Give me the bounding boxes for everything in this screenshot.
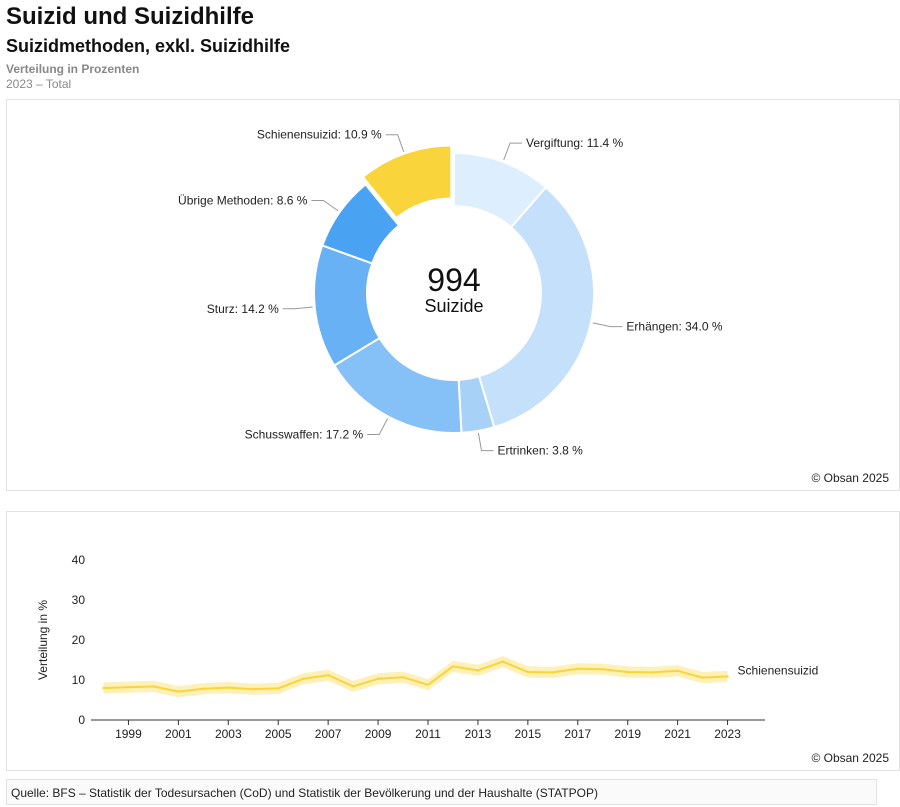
series-band-0 (103, 656, 728, 698)
series-point-0-7[interactable] (277, 687, 280, 690)
series-point-0-23[interactable] (676, 669, 679, 672)
series-line-0[interactable] (103, 660, 728, 693)
donut-leader-1 (592, 322, 623, 328)
x-tick-label-8: 2015 (515, 727, 542, 741)
series-point-0-11[interactable] (376, 677, 380, 680)
donut-label-5: Übrige Methoden: 8.6 % (178, 193, 308, 207)
donut-label-0: Vergiftung: 11.4 % (526, 136, 624, 150)
donut-slice-6[interactable] (361, 144, 453, 220)
y-tick-label-4: 40 (72, 553, 86, 567)
measure-label: Verteilung in Prozenten (6, 62, 140, 76)
y-axis-label: Verteilung in % (36, 600, 50, 680)
credit-donut: © Obsan 2025 (811, 471, 889, 485)
series-point-0-6[interactable] (252, 688, 255, 691)
line-chart: 0 10 20 30 40 Verteilung in % 1999 2001 2003 2005… (36, 553, 819, 741)
series-point-0-3[interactable] (177, 690, 180, 693)
x-tick-label-2: 2003 (215, 727, 242, 741)
donut-slice-1[interactable] (477, 185, 595, 429)
x-tick-label-10: 2019 (614, 727, 641, 741)
donut-label-1: Erhängen: 34.0 % (626, 320, 722, 334)
donut-label-2: Ertrinken: 3.8 % (497, 444, 583, 458)
y-tick-label-3: 30 (72, 593, 86, 607)
y-tick-label-2: 20 (72, 633, 86, 647)
page-title: Suizid und Suizidhilfe (6, 3, 254, 30)
series-point-0-12[interactable] (401, 676, 405, 679)
donut-center-value: 994 (427, 262, 480, 298)
donut-leader-0 (503, 142, 523, 161)
series-point-0-15[interactable] (476, 669, 480, 672)
x-tick-label-6: 2011 (415, 727, 441, 741)
source-note: Quelle: BFS – Statistik der Todesursache… (6, 779, 877, 805)
donut-chart: Vergiftung: 11.4 % Erhängen: 34.0 % Ertrin… (178, 128, 723, 458)
series-point-0-14[interactable] (451, 665, 455, 668)
series-point-0-25[interactable] (726, 675, 729, 678)
page-subtitle: Suizidmethoden, exkl. Suizidhilfe (6, 36, 291, 56)
donut-leader-4 (282, 306, 313, 310)
x-tick-label-5: 2009 (365, 727, 392, 741)
x-tick-label-1: 2001 (165, 727, 192, 741)
series-point-0-21[interactable] (626, 670, 629, 674)
series-point-0-1[interactable] (127, 686, 130, 689)
period-label: 2023 – Total (6, 77, 72, 91)
x-tick-label-3: 2005 (265, 727, 292, 741)
series-point-0-20[interactable] (601, 668, 604, 671)
donut-chart-panel: Vergiftung: 11.4 % Erhängen: 34.0 % Ertrin… (6, 99, 900, 491)
series-point-0-2[interactable] (152, 685, 155, 688)
series-point-0-10[interactable] (351, 685, 355, 688)
donut-leader-2 (477, 432, 494, 452)
line-chart-panel: 0 10 20 30 40 Verteilung in % 1999 2001 2003 2005… (6, 511, 900, 771)
series-point-0-17[interactable] (526, 670, 530, 674)
credit-line: © Obsan 2025 (811, 751, 889, 765)
series-point-0-0[interactable] (102, 686, 105, 690)
x-tick-label-12: 2023 (714, 727, 741, 741)
donut-leader-6 (385, 134, 405, 152)
series-point-0-5[interactable] (227, 686, 230, 689)
series-point-0-24[interactable] (701, 676, 704, 679)
x-tick-label-9: 2017 (564, 727, 591, 741)
series-point-0-19[interactable] (576, 667, 579, 670)
x-tick-label-4: 2007 (315, 727, 342, 741)
series-label-0: Schienensuizid (738, 663, 819, 677)
series-point-0-16[interactable] (501, 660, 505, 663)
series-point-0-22[interactable] (651, 671, 654, 674)
donut-slice-5[interactable] (321, 183, 401, 265)
donut-leader-3 (367, 418, 389, 435)
donut-label-3: Schusswaffen: 17.2 % (245, 427, 364, 441)
donut-label-4: Sturz: 14.2 % (207, 302, 279, 316)
x-tick-label-0: 1999 (115, 727, 142, 741)
y-tick-label-0: 0 (78, 713, 85, 727)
x-tick-label-7: 2013 (465, 727, 492, 741)
x-tick-label-11: 2021 (664, 727, 691, 741)
series-point-0-18[interactable] (551, 671, 555, 674)
series-point-0-9[interactable] (326, 674, 330, 677)
donut-label-6: Schienensuizid: 10.9 % (257, 128, 382, 142)
donut-leader-5 (311, 199, 339, 212)
series-point-0-13[interactable] (426, 683, 430, 686)
series-point-0-4[interactable] (202, 687, 205, 690)
donut-center-label: Suizide (424, 296, 483, 316)
y-tick-label-1: 10 (72, 673, 86, 687)
series-point-0-8[interactable] (301, 677, 305, 680)
